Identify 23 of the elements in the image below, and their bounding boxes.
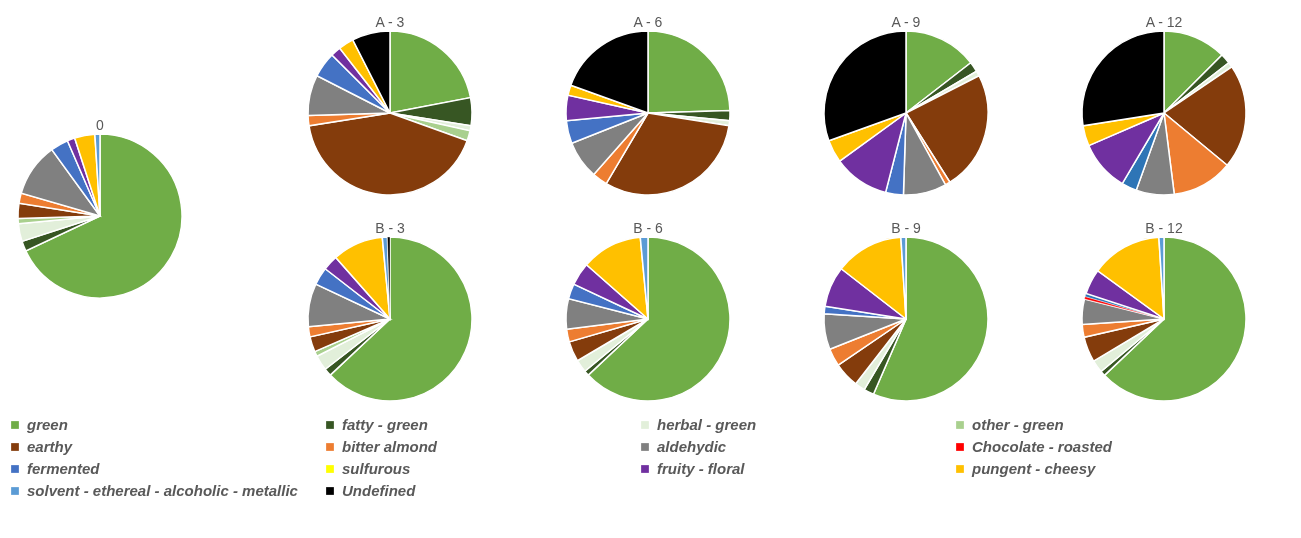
legend-label: Chocolate - roasted <box>972 438 1113 455</box>
legend-label: Undefined <box>342 482 417 499</box>
legend-label: sulfurous <box>342 460 411 477</box>
legend-label: fruity - floral <box>657 460 746 477</box>
chart-title: B - 12 <box>1145 220 1183 236</box>
chart-title: B - 9 <box>891 220 921 236</box>
chart-title: B - 3 <box>375 220 405 236</box>
legend-label: bitter almond <box>342 438 438 455</box>
legend-label: earthy <box>27 438 73 455</box>
legend-label: aldehydic <box>657 438 727 455</box>
legend-label: fatty - green <box>342 416 428 433</box>
chart-title: 0 <box>96 117 105 133</box>
chart-title: A - 3 <box>375 14 405 30</box>
chart-title: B - 6 <box>633 220 663 236</box>
legend-label: pungent - cheesy <box>971 460 1097 477</box>
chart-title: A - 9 <box>891 14 921 30</box>
chart-title: A - 12 <box>1145 14 1183 30</box>
legend-label: fermented <box>27 460 101 477</box>
legend-label: green <box>26 416 68 433</box>
legend-label: herbal - green <box>657 416 757 433</box>
legend-label: solvent - ethereal - alcoholic - metallic <box>27 482 299 499</box>
legend-label: other - green <box>972 416 1064 433</box>
chart-title: A - 6 <box>633 14 663 30</box>
